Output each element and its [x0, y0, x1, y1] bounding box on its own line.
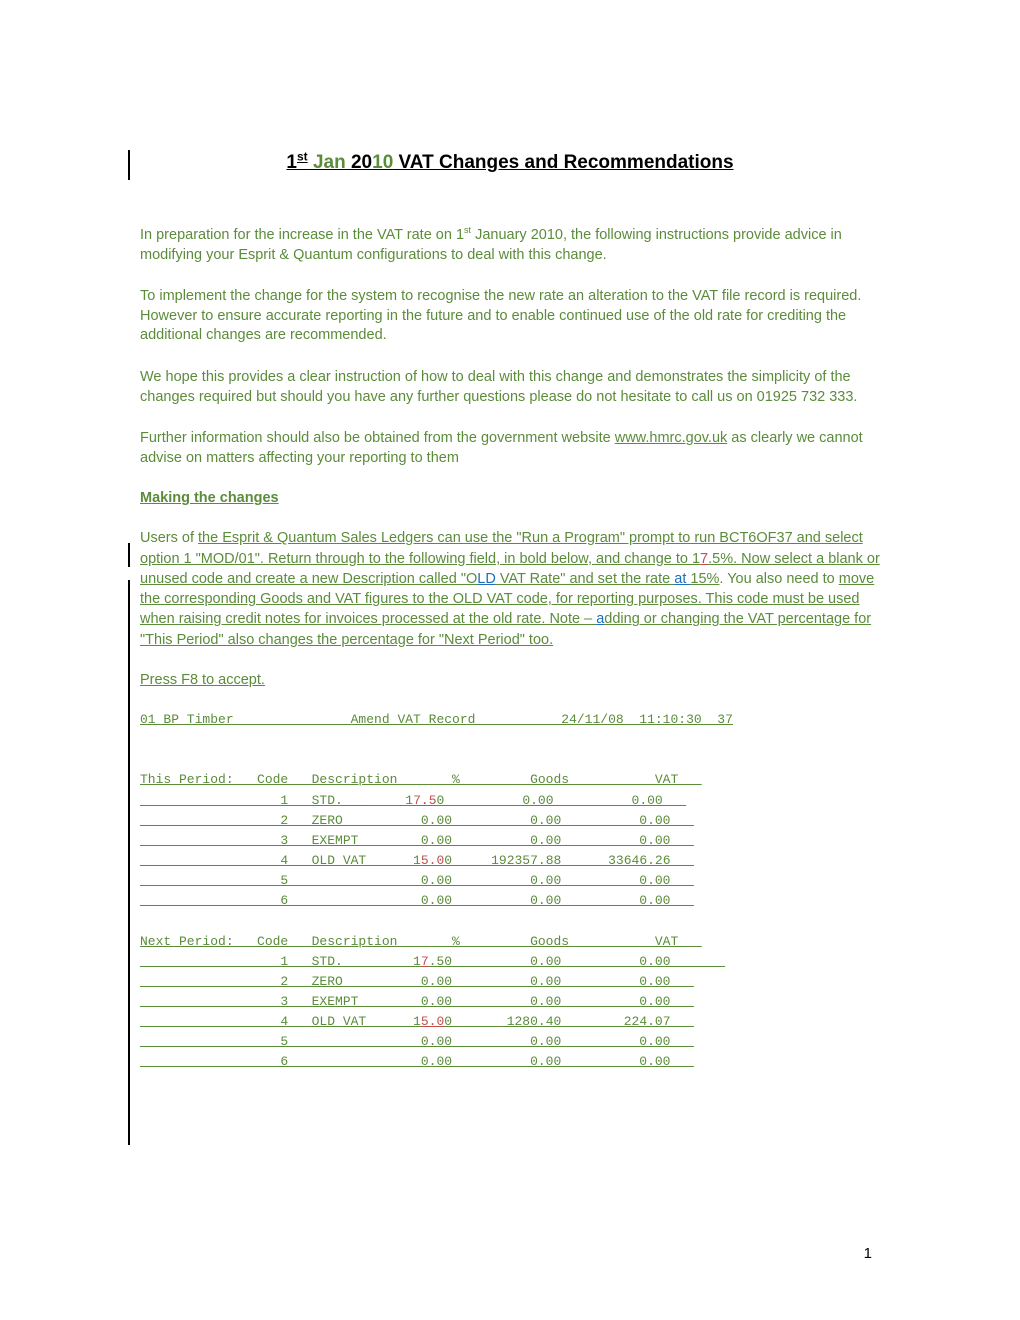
mono-np1c: .50 0.00 0.00	[429, 954, 725, 969]
title-st: st	[297, 150, 308, 164]
para-3: We hope this provides a clear instructio…	[140, 368, 880, 407]
i-s4: .5	[708, 551, 720, 567]
mono-np6: 6 0.00 0.00 0.00	[140, 1054, 694, 1069]
mono-tp1c: 7	[413, 793, 421, 808]
i-s7: VAT Rate" and set the rate	[496, 571, 674, 587]
mono-np4e: 0 1280.40 224.07	[444, 1014, 694, 1029]
title-jan: Jan	[313, 152, 346, 173]
mono-tp1a: 1 STD.	[140, 793, 343, 808]
para-1-sup: st	[464, 225, 471, 235]
mono-this-head: This Period: Code Description % Goods VA…	[140, 772, 702, 787]
mono-np2: 2 ZERO 0.00 0.00 0.00	[140, 974, 694, 989]
i-s9: 15%	[690, 571, 719, 587]
title-sp2: 20	[346, 152, 372, 173]
revision-mark-1	[128, 150, 130, 180]
mono-tp3: 3 EXEMPT 0.00 0.00 0.00	[140, 833, 694, 848]
mono-tp1d: .	[421, 793, 429, 808]
para-2: To implement the change for the system t…	[140, 287, 880, 346]
mono-next-head: Next Period: Code Description % Goods VA…	[140, 934, 702, 949]
mono-np1b: 7	[421, 954, 429, 969]
title-ten: 10	[372, 152, 393, 173]
section-head-making-changes: Making the changes	[140, 490, 880, 506]
i-s1: Users of	[140, 530, 198, 546]
para-1a: In preparation for the increase in the V…	[140, 227, 464, 243]
title-rest: VAT Changes and Recommendations	[393, 152, 733, 173]
mono-np5: 5 0.00 0.00 0.00	[140, 1034, 694, 1049]
i-s3: 7	[700, 551, 708, 567]
mono-tp1pad: ___	[343, 793, 366, 808]
title-1: 1	[286, 152, 297, 173]
mono-tp1f: 0 0.00 0.00	[437, 793, 687, 808]
revision-mark-3	[128, 580, 130, 1145]
mono-tp1e: 5	[429, 793, 437, 808]
page-title: 1st Jan 2010 VAT Changes and Recommendat…	[286, 152, 733, 173]
i-s6: LD	[477, 571, 496, 587]
mono-tp5: 5 0.00 0.00 0.00	[140, 873, 694, 888]
mono-tp4e: 0 192357.88 33646.26	[444, 853, 694, 868]
mono-tp4b: 5	[421, 853, 429, 868]
revision-mark-2	[128, 543, 130, 567]
mono-tp1b: 1	[366, 793, 413, 808]
para-4: Further information should also be obtai…	[140, 429, 880, 468]
mono-tp2: 2 ZERO 0.00 0.00 0.00	[140, 813, 694, 828]
i-s10: . You also need to	[719, 571, 838, 587]
mono-np1a: 1 STD. 1	[140, 954, 421, 969]
mono-tp6: 6 0.00 0.00 0.00	[140, 893, 694, 908]
page-content: 1st Jan 2010 VAT Changes and Recommendat…	[0, 0, 1020, 1133]
mono-np3: 3 EXEMPT 0.00 0.00 0.00	[140, 994, 694, 1009]
press-f8: Press F8 to accept.	[140, 672, 880, 688]
hmrc-link[interactable]: www.hmrc.gov.uk	[615, 430, 728, 446]
vat-record-screen: 01 BP Timber Amend VAT Record 24/11/08 1…	[140, 710, 880, 1073]
mono-header: 01 BP Timber Amend VAT Record 24/11/08 1…	[140, 712, 733, 727]
mono-np4b: 5	[421, 1014, 429, 1029]
para-1: In preparation for the increase in the V…	[140, 224, 880, 265]
i-s8: at	[674, 571, 690, 587]
instructions: Users of the Esprit & Quantum Sales Ledg…	[140, 528, 880, 650]
title-wrap: 1st Jan 2010 VAT Changes and Recommendat…	[140, 150, 880, 174]
mono-np4a: 4 OLD VAT 1	[140, 1014, 421, 1029]
page-number: 1	[864, 1245, 872, 1262]
para-4a: Further information should also be obtai…	[140, 430, 615, 446]
mono-tp4a: 4 OLD VAT 1	[140, 853, 421, 868]
